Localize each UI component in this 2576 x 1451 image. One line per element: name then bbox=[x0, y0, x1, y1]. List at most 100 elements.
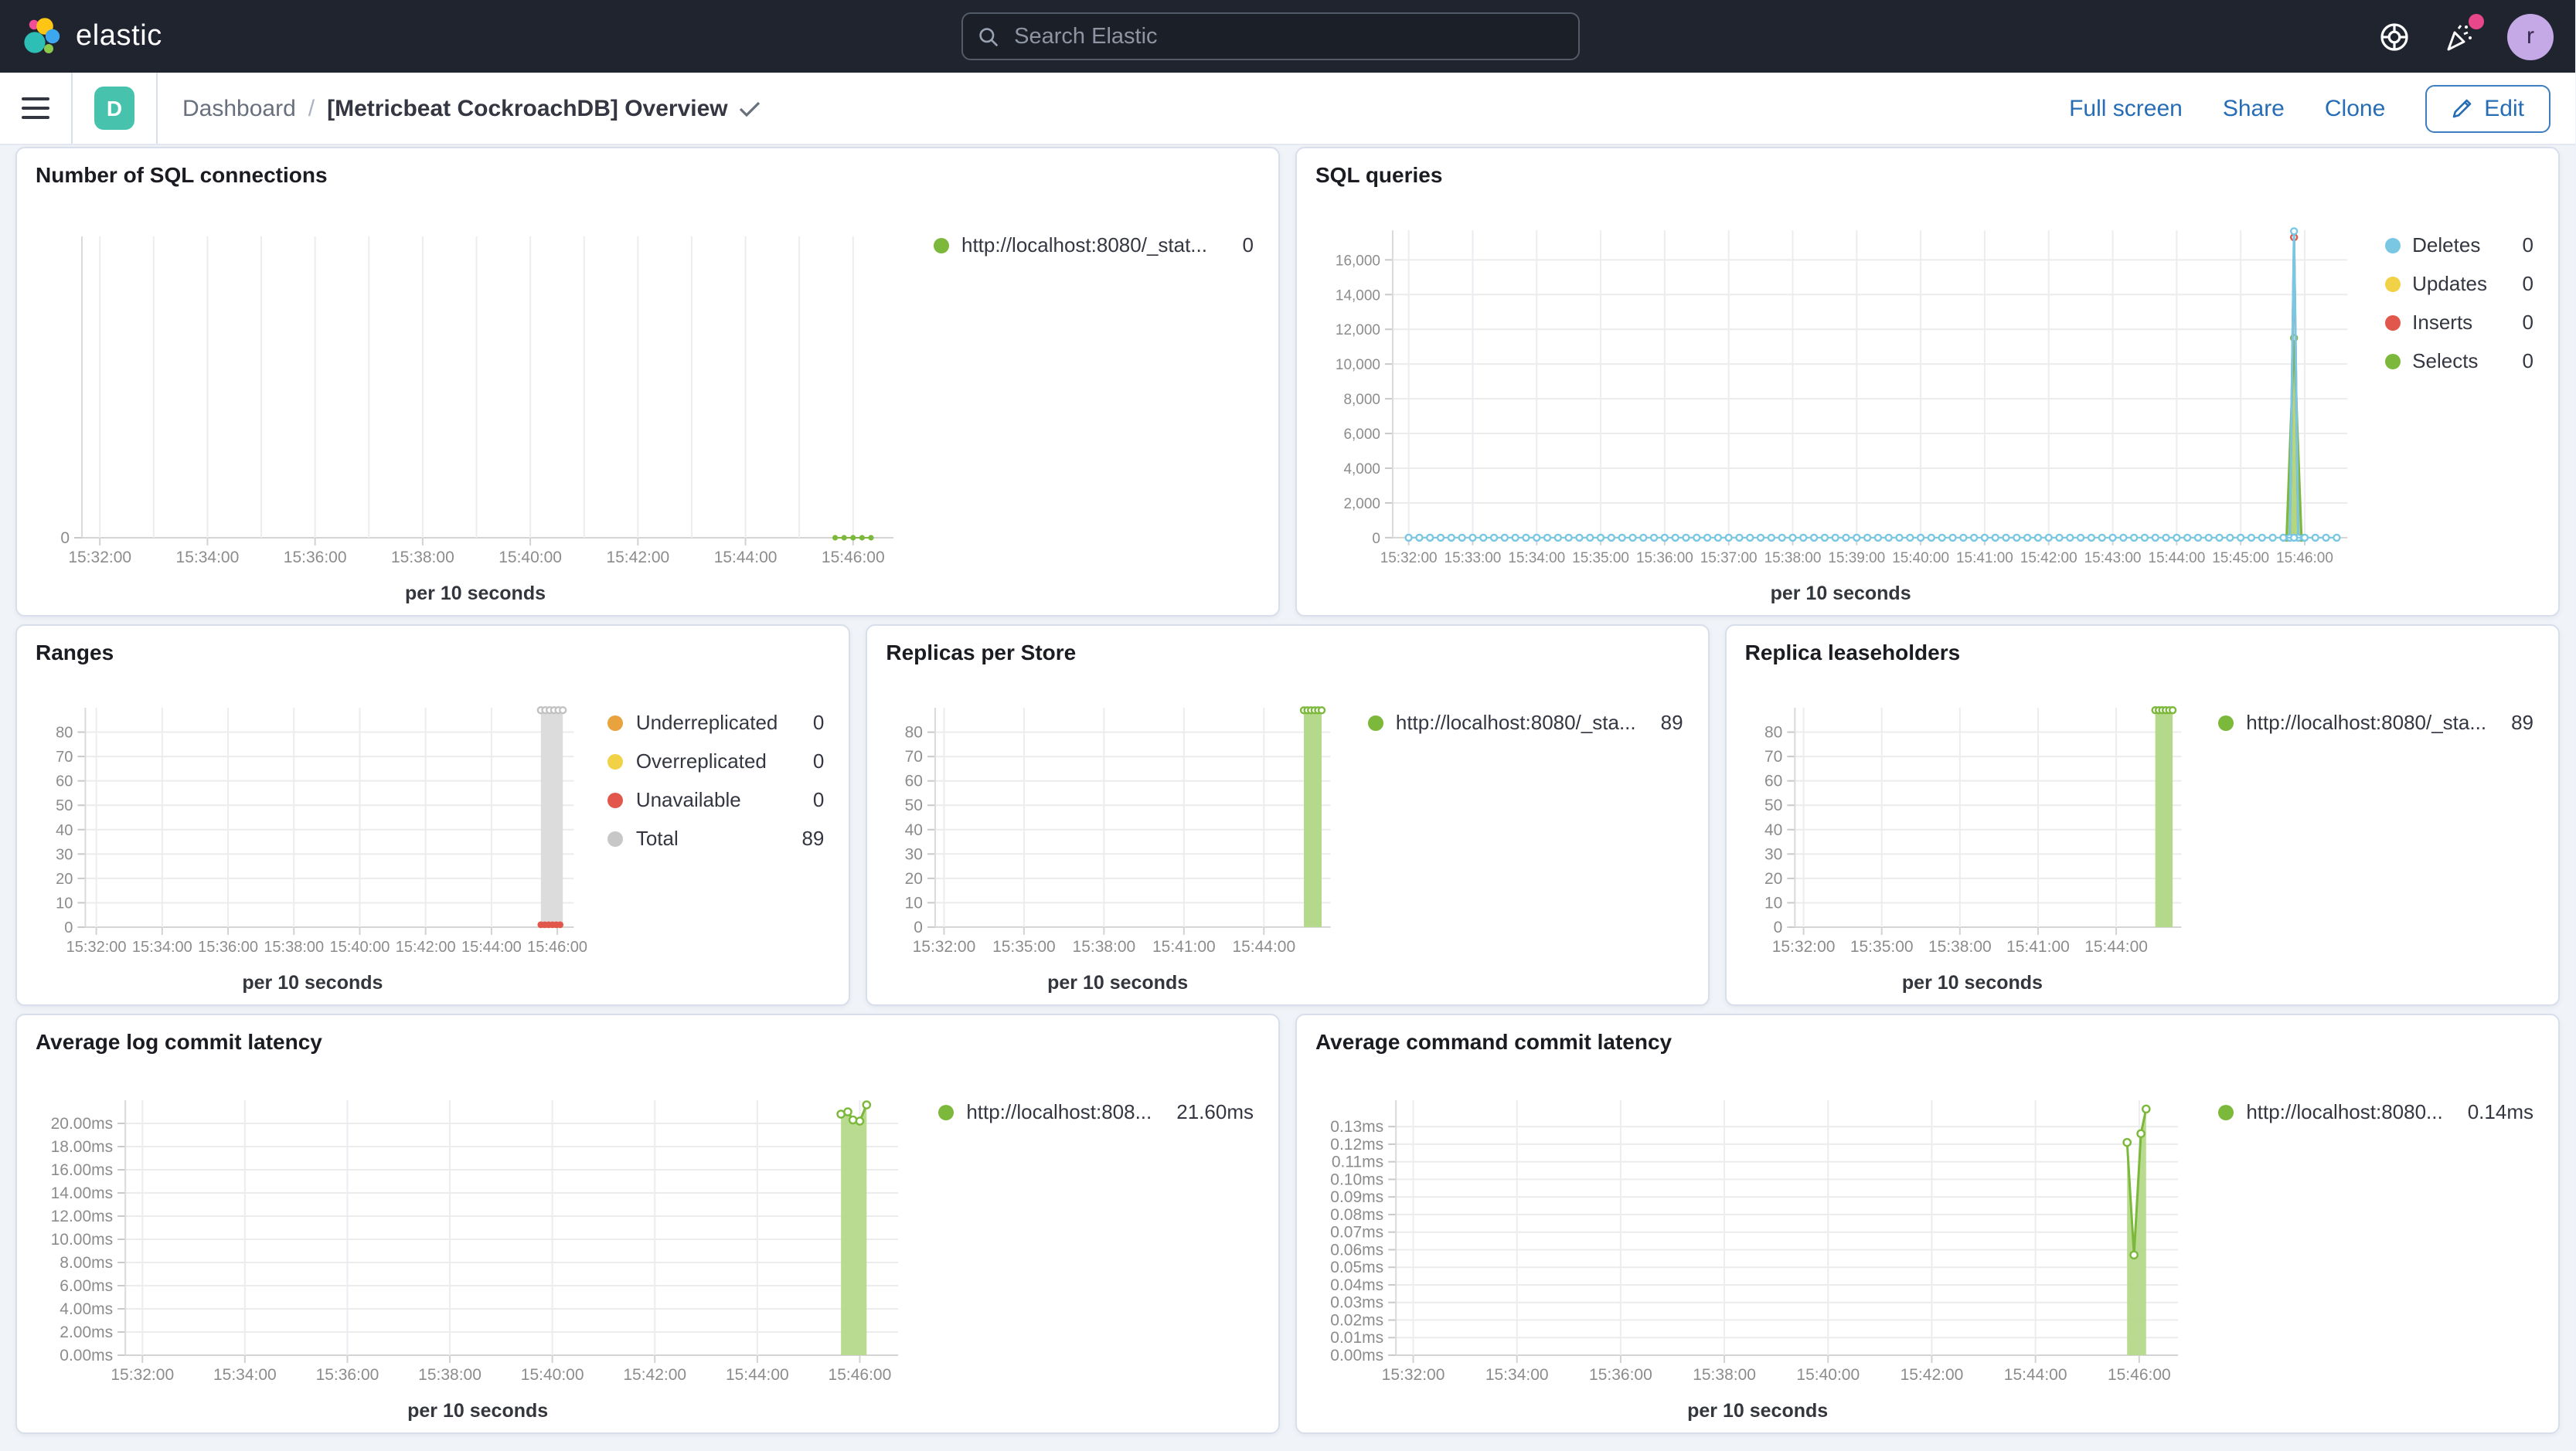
svg-text:15:40:00: 15:40:00 bbox=[1796, 1366, 1860, 1384]
search-input[interactable] bbox=[1011, 22, 1563, 50]
svg-text:0: 0 bbox=[60, 529, 70, 547]
panel-average-log-commit-latency: Average log commit latency 0.00ms 2.00ms 4… bbox=[15, 1014, 1280, 1434]
svg-text:40: 40 bbox=[56, 822, 73, 839]
svg-text:15:40:00: 15:40:00 bbox=[1892, 550, 1949, 566]
legend-item[interactable]: http://localhost:8080/_stat... 0 bbox=[934, 233, 1254, 257]
svg-text:0.03ms: 0.03ms bbox=[1330, 1294, 1383, 1312]
panel-title[interactable]: Number of SQL connections bbox=[36, 162, 328, 187]
legend-item[interactable]: Underreplicated 0 bbox=[607, 711, 824, 734]
svg-text:15:34:00: 15:34:00 bbox=[213, 1366, 277, 1384]
legend-value: 89 bbox=[801, 827, 825, 850]
breadcrumb-separator: / bbox=[308, 95, 315, 121]
legend-item[interactable]: Selects 0 bbox=[2384, 349, 2533, 372]
legend-color-dot bbox=[938, 1104, 955, 1120]
svg-text:0.00ms: 0.00ms bbox=[1330, 1347, 1383, 1364]
legend-item[interactable]: http://localhost:8080/_sta... 89 bbox=[2218, 711, 2533, 734]
svg-text:15:36:00: 15:36:00 bbox=[1636, 550, 1693, 566]
legend-color-dot bbox=[2218, 715, 2234, 730]
elastic-logo[interactable]: elastic bbox=[22, 15, 162, 57]
avg-command-commit-latency-chart[interactable]: 0.00ms0.01ms0.02ms0.03ms0.04ms0.05ms0.06… bbox=[1315, 1088, 2200, 1395]
space-switcher[interactable]: D bbox=[94, 87, 134, 130]
svg-text:0: 0 bbox=[1372, 531, 1380, 547]
svg-text:6,000: 6,000 bbox=[1343, 426, 1380, 443]
svg-text:15:44:00: 15:44:00 bbox=[714, 549, 778, 566]
global-header: elastic bbox=[0, 0, 2575, 73]
svg-text:18.00ms: 18.00ms bbox=[51, 1138, 114, 1156]
svg-text:15:42:00: 15:42:00 bbox=[606, 549, 669, 566]
x-axis-label: per 10 seconds bbox=[1770, 583, 1911, 604]
clone-button[interactable]: Clone bbox=[2324, 95, 2386, 121]
svg-text:15:40:00: 15:40:00 bbox=[521, 1366, 584, 1384]
legend-item[interactable]: http://localhost:8080... 0.14ms bbox=[2218, 1100, 2533, 1123]
sql-queries-chart[interactable]: 0 2,000 4,000 6,000 8,000 10,000 12,000 14,000 1… bbox=[1315, 221, 2366, 578]
svg-text:15:32:00: 15:32:00 bbox=[1771, 938, 1835, 956]
panel-title[interactable]: Average log commit latency bbox=[36, 1029, 322, 1054]
sql-connections-chart[interactable]: 0 15:32:00 15:34:00 15:36:00 15:38:00 15:40:0… bbox=[36, 221, 915, 578]
svg-text:0: 0 bbox=[64, 919, 73, 936]
edit-button[interactable]: Edit bbox=[2425, 84, 2550, 132]
x-axis-label: per 10 seconds bbox=[404, 583, 546, 604]
search-icon bbox=[979, 27, 999, 46]
svg-text:15:46:00: 15:46:00 bbox=[527, 939, 587, 956]
life-ring-icon bbox=[2380, 22, 2408, 50]
svg-text:15:44:00: 15:44:00 bbox=[2084, 938, 2148, 956]
legend-value: 0 bbox=[812, 749, 825, 773]
svg-text:60: 60 bbox=[56, 773, 73, 790]
svg-text:0.04ms: 0.04ms bbox=[1330, 1276, 1383, 1294]
full-screen-button[interactable]: Full screen bbox=[2069, 95, 2183, 121]
legend-color-dot bbox=[607, 715, 624, 730]
svg-text:15:44:00: 15:44:00 bbox=[726, 1366, 789, 1384]
svg-text:15:41:00: 15:41:00 bbox=[1956, 550, 2013, 566]
svg-text:15:38:00: 15:38:00 bbox=[391, 549, 454, 566]
svg-text:15:34:00: 15:34:00 bbox=[1485, 1366, 1549, 1384]
breadcrumb-dashboard-link[interactable]: Dashboard bbox=[182, 95, 296, 121]
whats-new-button[interactable] bbox=[2442, 13, 2484, 53]
x-axis-label: per 10 seconds bbox=[1901, 972, 2043, 994]
panel-ranges: Ranges 0 10 20 30 40 50 60 70 80 15:32:00 15:34:00… bbox=[15, 624, 851, 1006]
panel-title[interactable]: SQL queries bbox=[1315, 162, 1443, 187]
svg-text:70: 70 bbox=[1764, 748, 1782, 766]
legend-item[interactable]: Inserts 0 bbox=[2384, 311, 2533, 334]
page-title[interactable]: [Metricbeat CockroachDB] Overview bbox=[327, 95, 761, 121]
legend-item[interactable]: Overreplicated 0 bbox=[607, 749, 825, 773]
page-title-text: [Metricbeat CockroachDB] Overview bbox=[327, 95, 728, 121]
svg-text:10: 10 bbox=[1764, 894, 1782, 912]
svg-text:15:34:00: 15:34:00 bbox=[132, 939, 192, 956]
panel-replicas-per-store: Replicas per Store 0 10 20 30 40 50 60 70 80 15:3… bbox=[866, 624, 1710, 1006]
panel-title[interactable]: Ranges bbox=[36, 640, 114, 664]
svg-text:2,000: 2,000 bbox=[1343, 496, 1380, 512]
svg-text:8.00ms: 8.00ms bbox=[60, 1254, 113, 1272]
help-button[interactable] bbox=[2377, 19, 2411, 53]
header-actions: r bbox=[2377, 13, 2554, 59]
ranges-chart[interactable]: 0 10 20 30 40 50 60 70 80 15:32:00 15:34:00 15:36:0… bbox=[36, 698, 590, 967]
legend-value: 0.14ms bbox=[2467, 1100, 2533, 1123]
panel-title[interactable]: Replica leaseholders bbox=[1744, 640, 1961, 664]
legend-item[interactable]: Deletes 0 bbox=[2384, 233, 2533, 257]
replicas-per-store-chart[interactable]: 0 10 20 30 40 50 60 70 80 15:32:00 15:35:00 15:38:0… bbox=[886, 698, 1349, 967]
legend-item[interactable]: Unavailable 0 bbox=[607, 788, 824, 811]
legend-item[interactable]: http://localhost:808... 21.60ms bbox=[938, 1100, 1254, 1123]
replica-leaseholders-chart[interactable]: 0 10 20 30 40 50 60 70 80 15:32:00 15:35:00 15:38:0… bbox=[1745, 698, 2200, 967]
svg-text:0.08ms: 0.08ms bbox=[1330, 1206, 1383, 1224]
avg-log-commit-latency-chart[interactable]: 0.00ms 2.00ms 4.00ms 6.00ms 8.00ms 10.00ms 12.… bbox=[36, 1088, 920, 1395]
svg-text:50: 50 bbox=[905, 797, 923, 814]
legend-color-dot bbox=[934, 237, 949, 253]
panel-title[interactable]: Average command commit latency bbox=[1315, 1029, 1673, 1054]
user-avatar[interactable]: r bbox=[2507, 13, 2554, 59]
global-search[interactable] bbox=[961, 12, 1580, 60]
legend-item[interactable]: http://localhost:8080/_sta... 89 bbox=[1367, 711, 1683, 734]
x-axis-label: per 10 seconds bbox=[407, 1400, 549, 1422]
legend-value: 89 bbox=[1660, 711, 1683, 734]
svg-text:15:36:00: 15:36:00 bbox=[284, 549, 347, 566]
svg-text:15:32:00: 15:32:00 bbox=[1382, 1366, 1445, 1384]
menu-button[interactable] bbox=[22, 97, 49, 120]
svg-text:50: 50 bbox=[56, 797, 73, 814]
legend-item[interactable]: Total 89 bbox=[607, 827, 825, 850]
share-button[interactable]: Share bbox=[2222, 95, 2285, 121]
svg-text:40: 40 bbox=[1764, 821, 1782, 839]
svg-text:15:44:00: 15:44:00 bbox=[2004, 1366, 2067, 1384]
svg-text:70: 70 bbox=[56, 749, 73, 766]
panel-title[interactable]: Replicas per Store bbox=[886, 640, 1077, 664]
legend-item[interactable]: Updates 0 bbox=[2384, 272, 2533, 295]
